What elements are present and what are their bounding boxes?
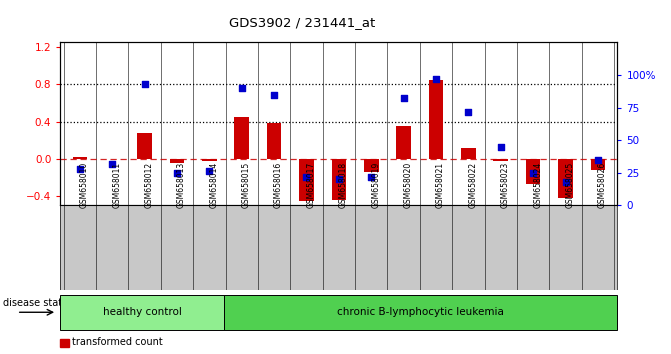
Point [204, 169, 215, 174]
Text: GSM658014: GSM658014 [209, 162, 218, 208]
Text: GSM658017: GSM658017 [307, 162, 315, 208]
Text: GSM658010: GSM658010 [80, 162, 89, 208]
Bar [493, 159, 508, 161]
Text: chronic B-lymphocytic leukemia: chronic B-lymphocytic leukemia [338, 307, 504, 317]
Point [172, 170, 183, 176]
Text: GSM658019: GSM658019 [371, 162, 380, 208]
Bar [364, 159, 378, 172]
Text: GSM658011: GSM658011 [112, 162, 121, 208]
Text: GSM658022: GSM658022 [468, 162, 477, 208]
Point [399, 96, 409, 101]
Point [139, 81, 150, 87]
Text: GSM658012: GSM658012 [144, 162, 154, 208]
Point [495, 144, 506, 149]
Bar [72, 157, 87, 159]
Point [560, 179, 571, 185]
Bar [138, 133, 152, 159]
Bar [234, 117, 249, 159]
Point [74, 166, 85, 172]
Bar [558, 159, 573, 198]
Text: transformed count: transformed count [72, 337, 162, 347]
Point [107, 161, 117, 166]
Text: GSM658018: GSM658018 [339, 162, 348, 208]
Point [301, 174, 312, 179]
Point [528, 170, 539, 176]
Point [333, 176, 344, 182]
Bar [299, 159, 314, 201]
Text: GSM658015: GSM658015 [242, 162, 251, 208]
Text: GSM658016: GSM658016 [274, 162, 283, 208]
Point [236, 85, 247, 91]
Bar [526, 159, 540, 184]
Bar [397, 126, 411, 159]
Bar [590, 159, 605, 170]
Point [463, 109, 474, 114]
Bar [202, 159, 217, 161]
Text: GSM658021: GSM658021 [436, 162, 445, 208]
Point [431, 76, 442, 82]
Text: healthy control: healthy control [103, 307, 182, 317]
Bar [331, 159, 346, 200]
Bar [267, 124, 281, 159]
Point [268, 92, 279, 97]
Text: GSM658023: GSM658023 [501, 162, 510, 208]
Text: GSM658020: GSM658020 [404, 162, 413, 208]
Text: GSM658026: GSM658026 [598, 162, 607, 208]
Text: GSM658025: GSM658025 [566, 162, 574, 208]
Point [366, 174, 376, 179]
Bar [170, 159, 185, 164]
Text: GSM658013: GSM658013 [177, 162, 186, 208]
Bar [429, 80, 444, 159]
Text: GDS3902 / 231441_at: GDS3902 / 231441_at [229, 16, 375, 29]
Text: GSM658024: GSM658024 [533, 162, 542, 208]
Bar [461, 148, 476, 159]
Point [592, 157, 603, 162]
Text: disease state: disease state [3, 298, 68, 308]
